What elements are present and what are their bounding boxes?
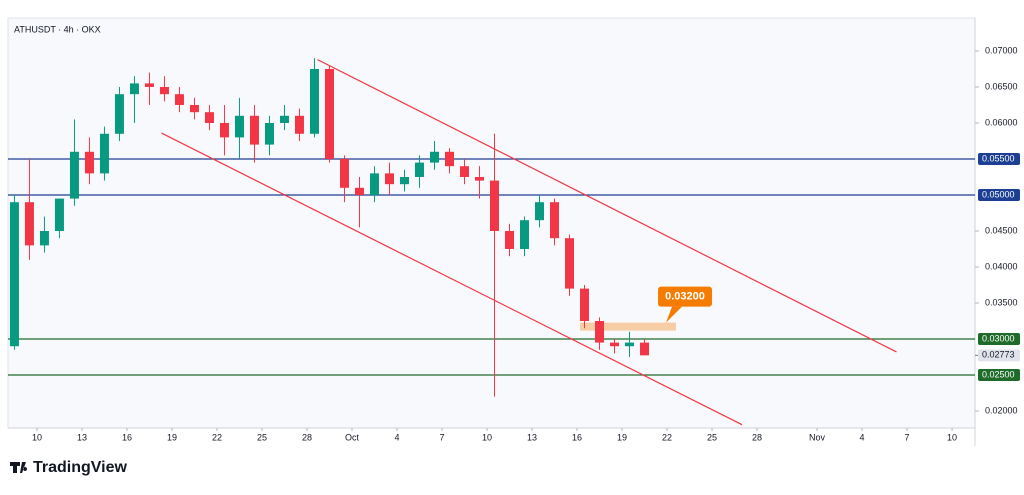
candle-body [249,115,259,145]
current-price-label: 0.02773 [982,350,1015,360]
x-tick-label: 28 [302,432,312,442]
level-label: 0.03000 [982,333,1015,343]
candle-body [24,202,34,246]
candle-body [625,342,635,347]
candle-body [159,86,169,95]
candle-body [474,176,484,181]
x-tick-label: 16 [122,432,132,442]
candle-body [384,173,394,185]
y-tick-label: 0.03500 [985,297,1018,307]
candle-body [114,94,124,134]
x-tick-label: 28 [752,432,762,442]
x-tick-label: 19 [167,432,177,442]
brand-logo: TradingView [10,459,128,476]
channel-line [317,59,897,353]
x-tick-label: 22 [212,432,222,442]
x-tick-label: 25 [707,432,717,442]
candle-body [505,230,515,249]
candle-body [174,94,184,105]
annotation-label: 0.03200 [665,291,705,303]
x-tick-label: 10 [947,432,957,442]
x-tick-label: 4 [394,432,399,442]
y-tick-label: 0.04500 [985,225,1018,235]
x-tick-label: 22 [662,432,672,442]
y-tick-label: 0.06000 [985,117,1018,127]
candle-body [279,115,289,123]
candle-body [234,115,244,138]
candle-body [219,122,229,138]
candle-body [610,342,620,347]
level-label: 0.02500 [982,369,1015,379]
candle-body [459,166,469,177]
level-label: 0.05500 [982,153,1015,163]
y-tick-label: 0.07000 [985,45,1018,55]
resistance-zone [580,322,677,331]
candle-body [324,68,334,159]
candle-body [189,104,199,113]
candle-body [69,151,79,199]
x-tick-label: 13 [77,432,87,442]
x-tick-label: 25 [257,432,267,442]
annotation-box [658,286,713,307]
level-badge [978,152,1020,165]
candle-body [39,230,49,246]
candle-body [429,151,439,163]
candle-body [84,151,94,174]
candle-body [444,151,454,167]
candle-body [565,238,575,289]
level-badge [978,369,1020,382]
candle-body [129,83,139,95]
candle-body [99,133,109,174]
y-tick-label: 0.02000 [985,405,1018,415]
candle-body [414,162,424,177]
candle-body [640,342,650,356]
x-tick-label: 10 [32,432,42,442]
candle-body [54,198,64,231]
x-tick-label: Nov [809,432,826,442]
chart-title: ATHUSDT · 4h · OKX [14,24,101,34]
annotation-pointer [666,306,683,323]
brand-name: TradingView [33,459,128,476]
candle-body [399,176,409,185]
x-tick-label: Oct [345,432,360,442]
level-badge [978,333,1020,346]
logo-icon [10,462,28,473]
candle-body [354,187,364,195]
x-tick-label: 13 [527,432,537,442]
x-tick-label: 10 [482,432,492,442]
y-tick-label: 0.06500 [985,81,1018,91]
x-tick-label: 4 [860,432,865,442]
level-badge [978,188,1020,201]
x-tick-label: 7 [439,432,444,442]
candle-body [580,288,590,321]
candle-body [294,115,304,134]
candle-body [339,158,349,188]
candle-body [550,202,560,239]
candle-body [264,122,274,145]
candle-body [9,202,19,347]
candle-body [309,68,319,134]
candle-body [204,112,214,123]
current-price-badge [978,349,1020,362]
candle-body [520,220,530,249]
x-tick-label: 19 [617,432,627,442]
candle-body [489,180,500,231]
candle-body [144,83,154,87]
candle-body [369,173,379,195]
level-label: 0.05000 [982,189,1015,199]
channel-line [161,132,743,426]
x-tick-label: 16 [572,432,582,442]
y-tick-label: 0.04000 [985,261,1018,271]
candle-body [595,320,605,343]
candle-body [535,202,545,221]
x-tick-label: 7 [905,432,910,442]
